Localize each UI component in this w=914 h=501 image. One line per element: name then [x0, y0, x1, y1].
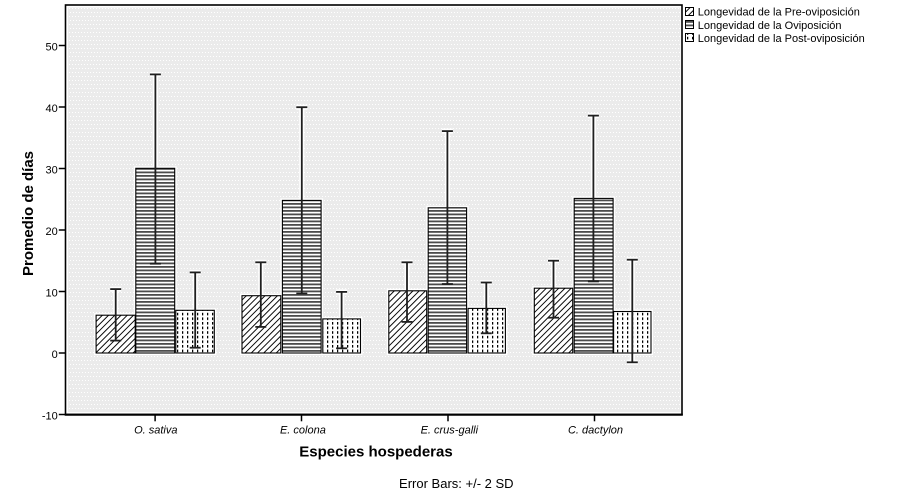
svg-text:0: 0 — [52, 349, 58, 361]
svg-text:50: 50 — [46, 41, 58, 53]
svg-text:Longevidad de la Oviposición: Longevidad de la Oviposición — [698, 20, 842, 32]
svg-text:-10: -10 — [42, 410, 58, 422]
svg-text:C. dactylon: C. dactylon — [568, 424, 623, 436]
svg-text:10: 10 — [46, 287, 58, 299]
svg-text:30: 30 — [46, 164, 58, 176]
svg-text:Especies hospederas: Especies hospederas — [299, 444, 452, 461]
svg-text:Longevidad de la Post-oviposic: Longevidad de la Post-oviposición — [698, 33, 865, 45]
svg-text:O. sativa: O. sativa — [134, 424, 177, 436]
svg-text:Promedio de días: Promedio de días — [20, 151, 37, 276]
svg-text:E. crus-galli: E. crus-galli — [421, 424, 479, 436]
svg-text:Longevidad de la Pre-oviposici: Longevidad de la Pre-oviposición — [698, 7, 860, 19]
svg-text:40: 40 — [46, 103, 58, 115]
svg-text:Error Bars: +/- 2 SD: Error Bars: +/- 2 SD — [399, 476, 514, 491]
svg-text:E. colona: E. colona — [280, 424, 326, 436]
svg-text:20: 20 — [46, 226, 58, 238]
